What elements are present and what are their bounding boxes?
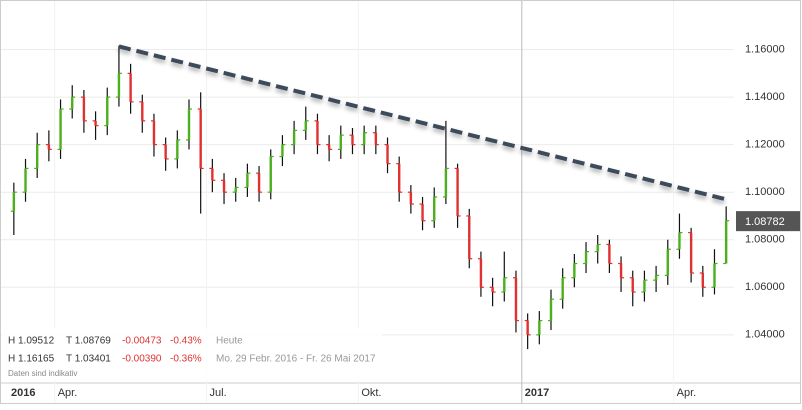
y-tick-label: 1.06000 xyxy=(745,281,785,293)
ohlc-body xyxy=(269,156,272,193)
ohlc-body xyxy=(654,275,658,281)
ohlc-body xyxy=(351,135,354,145)
ohlc-body xyxy=(397,163,401,193)
ohlc-body xyxy=(47,144,51,150)
info-text: H 1.16165 xyxy=(8,354,55,365)
y-tick-label: 1.08000 xyxy=(745,234,785,246)
ohlc-body xyxy=(24,168,27,193)
ohlc-body xyxy=(409,192,413,205)
ohlc-body xyxy=(117,73,121,98)
trendline xyxy=(118,44,731,203)
ohlc-body xyxy=(304,120,307,131)
ohlc-body xyxy=(35,144,39,169)
info-text: Mo. 29 Febr. 2016 - Fr. 26 Mai 2017 xyxy=(216,354,376,365)
ohlc-body xyxy=(12,192,16,212)
ohlc-body xyxy=(666,249,669,276)
y-tick-label: 1.04000 xyxy=(745,329,785,341)
last-price-box xyxy=(736,211,800,232)
ohlc-body xyxy=(94,120,97,126)
y-tick-label: 1.14000 xyxy=(745,91,785,103)
ohlc-body xyxy=(246,173,249,188)
ohlc-body xyxy=(386,144,389,164)
ohlc-body xyxy=(678,232,681,250)
info-box xyxy=(2,328,382,380)
info-text: T 1.08769 xyxy=(66,336,111,347)
y-tick-label: 1.10000 xyxy=(745,186,785,198)
info-text: H 1.09512 xyxy=(8,336,55,347)
x-tick-label: Apr. xyxy=(58,387,78,399)
ohlc-body xyxy=(129,73,132,102)
ohlc-body xyxy=(327,144,331,150)
ohlc-body xyxy=(421,204,424,221)
y-tick-label: 1.16000 xyxy=(745,43,785,55)
ohlc-body xyxy=(561,277,564,300)
ohlc-body xyxy=(596,244,599,252)
ohlc-body xyxy=(59,108,62,150)
ohlc-body xyxy=(444,168,448,197)
info-text: -0.43% xyxy=(170,336,202,347)
ohlc-body xyxy=(152,120,156,145)
ohlc-body xyxy=(538,320,541,335)
x-tick-label: Jul. xyxy=(210,387,227,399)
ohlc-body xyxy=(316,120,319,145)
ohlc-body xyxy=(491,287,494,293)
ohlc-body xyxy=(689,232,693,274)
ohlc-body xyxy=(526,320,529,335)
ohlc-body xyxy=(713,263,716,288)
ohlc-body xyxy=(608,244,611,264)
ohlc-body xyxy=(281,144,284,157)
ohlc-body xyxy=(211,168,214,181)
ohlc-body xyxy=(199,108,202,169)
ohlc-body xyxy=(257,173,261,193)
ohlc-body xyxy=(701,273,705,288)
x-tick-label: 2016 xyxy=(11,387,35,399)
last-price-label: 1.08782 xyxy=(745,216,785,228)
ohlc-body xyxy=(339,135,343,150)
ohlc-body xyxy=(503,277,506,293)
ohlc-body xyxy=(187,108,191,140)
ohlc-body xyxy=(631,277,634,293)
trendline-shadow xyxy=(118,47,731,206)
info-text: Heute xyxy=(216,336,243,347)
ohlc-body xyxy=(362,132,366,145)
ohlc-body xyxy=(82,97,86,121)
x-tick-label: Okt. xyxy=(361,387,381,399)
ohlc-body xyxy=(164,144,167,159)
info-text: -0.00390 xyxy=(122,354,162,365)
ohlc-body xyxy=(619,263,623,278)
ohlc-body xyxy=(514,277,518,321)
ohlc-body xyxy=(292,130,296,145)
ohlc-body xyxy=(106,97,109,126)
ohlc-body xyxy=(176,139,179,159)
ohlc-body xyxy=(222,180,226,193)
ohlc-body xyxy=(374,132,378,145)
ohlc-body xyxy=(479,258,483,288)
ohlc-body xyxy=(141,101,144,121)
ohlc-body xyxy=(71,97,74,109)
ohlc-body xyxy=(643,280,646,293)
ohlc-body xyxy=(234,187,237,193)
ohlc-body xyxy=(584,251,588,264)
x-tick-label: Apr. xyxy=(677,387,697,399)
y-tick-label: 1.12000 xyxy=(745,139,785,151)
ohlc-body xyxy=(433,196,436,221)
ohlc-body xyxy=(456,168,459,216)
ohlc-body xyxy=(549,299,553,321)
ohlc-body xyxy=(724,220,728,264)
ohlc-body xyxy=(468,215,471,259)
info-note: Daten sind indikativ xyxy=(8,369,77,378)
info-text: T 1.03401 xyxy=(66,354,111,365)
x-tick-label: 2017 xyxy=(525,387,549,399)
ohlc-body xyxy=(573,263,576,278)
info-text: -0.36% xyxy=(170,354,202,365)
info-text: -0.00473 xyxy=(122,336,162,347)
